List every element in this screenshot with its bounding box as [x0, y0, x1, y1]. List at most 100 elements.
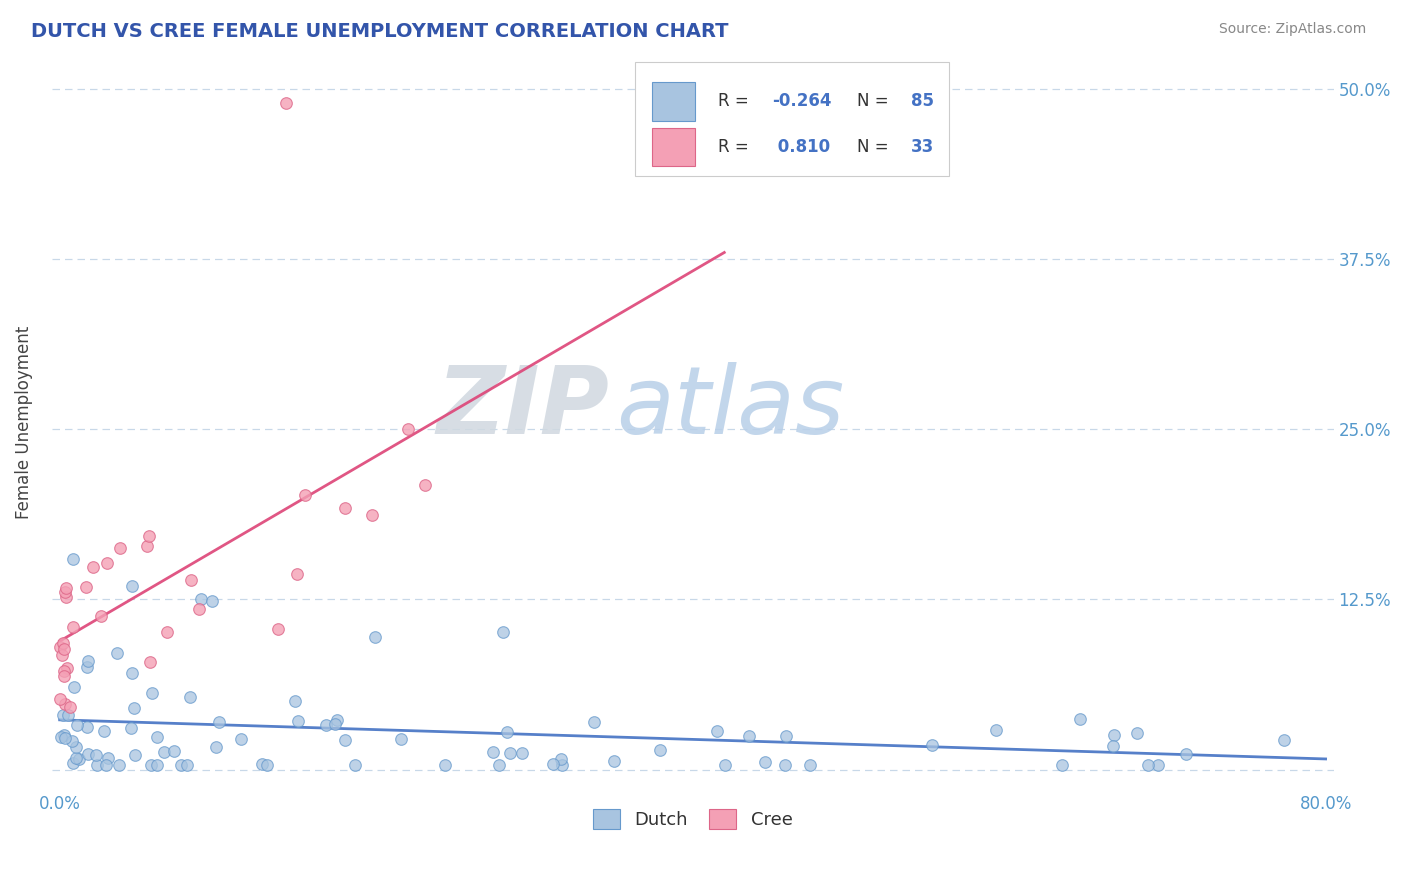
Point [267, 622, 290, 636]
Point [139, 758, 162, 772]
Text: atlas: atlas [616, 362, 844, 453]
Point [122, 700, 145, 714]
Point [76, 660, 98, 674]
Point [84, 748, 107, 763]
Point [75, 580, 97, 594]
Point [208, 714, 231, 729]
Point [603, 754, 626, 768]
Point [256, 758, 278, 772]
Point [179, 690, 201, 705]
Point [94, 758, 117, 772]
Point [180, 573, 202, 587]
Point [1102, 739, 1125, 753]
Point [55, 581, 77, 595]
Point [231, 732, 253, 747]
Point [284, 694, 307, 708]
Point [62, 620, 84, 634]
Point [52, 665, 75, 679]
Point [335, 500, 357, 515]
Point [190, 592, 212, 607]
Point [205, 739, 228, 754]
Point [108, 541, 131, 556]
Text: 85: 85 [911, 93, 934, 111]
Point [481, 745, 503, 759]
Point [153, 746, 176, 760]
Point [541, 756, 564, 771]
Point [59, 700, 82, 714]
Point [754, 755, 776, 769]
Point [66, 717, 89, 731]
FancyBboxPatch shape [636, 62, 949, 177]
Point [51, 730, 73, 744]
Point [315, 718, 337, 732]
Point [52, 642, 75, 657]
Legend: Dutch, Cree: Dutch, Cree [585, 802, 800, 836]
Point [53, 731, 76, 745]
Point [55, 591, 77, 605]
Point [63, 681, 86, 695]
Text: R =: R = [718, 138, 754, 156]
Point [67, 752, 90, 766]
Point [52, 708, 75, 723]
Point [138, 529, 160, 543]
Point [53, 584, 76, 599]
Point [145, 758, 167, 772]
Point [65, 751, 87, 765]
Point [62, 756, 84, 770]
Point [583, 714, 606, 729]
Point [488, 758, 510, 772]
Text: Source: ZipAtlas.com: Source: ZipAtlas.com [1219, 22, 1367, 37]
Point [49, 640, 72, 654]
Point [706, 723, 728, 738]
Point [93, 724, 115, 739]
Point [56, 661, 79, 675]
Point [146, 730, 169, 744]
Text: -0.264: -0.264 [772, 93, 831, 111]
Point [60, 734, 83, 748]
Point [163, 744, 186, 758]
Point [1102, 728, 1125, 742]
Point [775, 729, 797, 743]
Point [107, 758, 129, 772]
Point [738, 729, 761, 743]
Point [77, 654, 100, 668]
Text: R =: R = [718, 93, 754, 111]
Point [512, 746, 534, 760]
Point [1050, 757, 1073, 772]
Text: N =: N = [856, 93, 894, 111]
Point [323, 716, 346, 731]
FancyBboxPatch shape [651, 128, 695, 166]
Point [1136, 758, 1159, 772]
Point [333, 733, 356, 747]
Point [1069, 712, 1091, 726]
Point [714, 758, 737, 772]
Point [344, 758, 367, 772]
Point [496, 725, 519, 739]
Text: DUTCH VS CREE FEMALE UNEMPLOYMENT CORRELATION CHART: DUTCH VS CREE FEMALE UNEMPLOYMENT CORREL… [31, 22, 728, 41]
Point [285, 566, 308, 581]
Point [250, 757, 273, 772]
Point [294, 487, 316, 501]
Point [86, 758, 108, 772]
Point [90, 608, 112, 623]
Point [648, 743, 671, 757]
Text: 33: 33 [911, 138, 934, 156]
Point [550, 752, 572, 766]
Point [1272, 732, 1295, 747]
Point [82, 559, 104, 574]
Point [55, 698, 77, 712]
Point [201, 594, 224, 608]
Point [396, 422, 419, 436]
Point [188, 602, 211, 616]
Text: 0.810: 0.810 [772, 138, 830, 156]
Point [52, 636, 75, 650]
Point [176, 758, 198, 772]
Point [120, 721, 142, 735]
Point [1174, 747, 1197, 761]
Point [364, 630, 387, 644]
Point [170, 758, 193, 772]
Point [499, 747, 522, 761]
Point [389, 732, 412, 747]
Y-axis label: Female Unemployment: Female Unemployment [15, 326, 32, 519]
Point [799, 758, 821, 772]
